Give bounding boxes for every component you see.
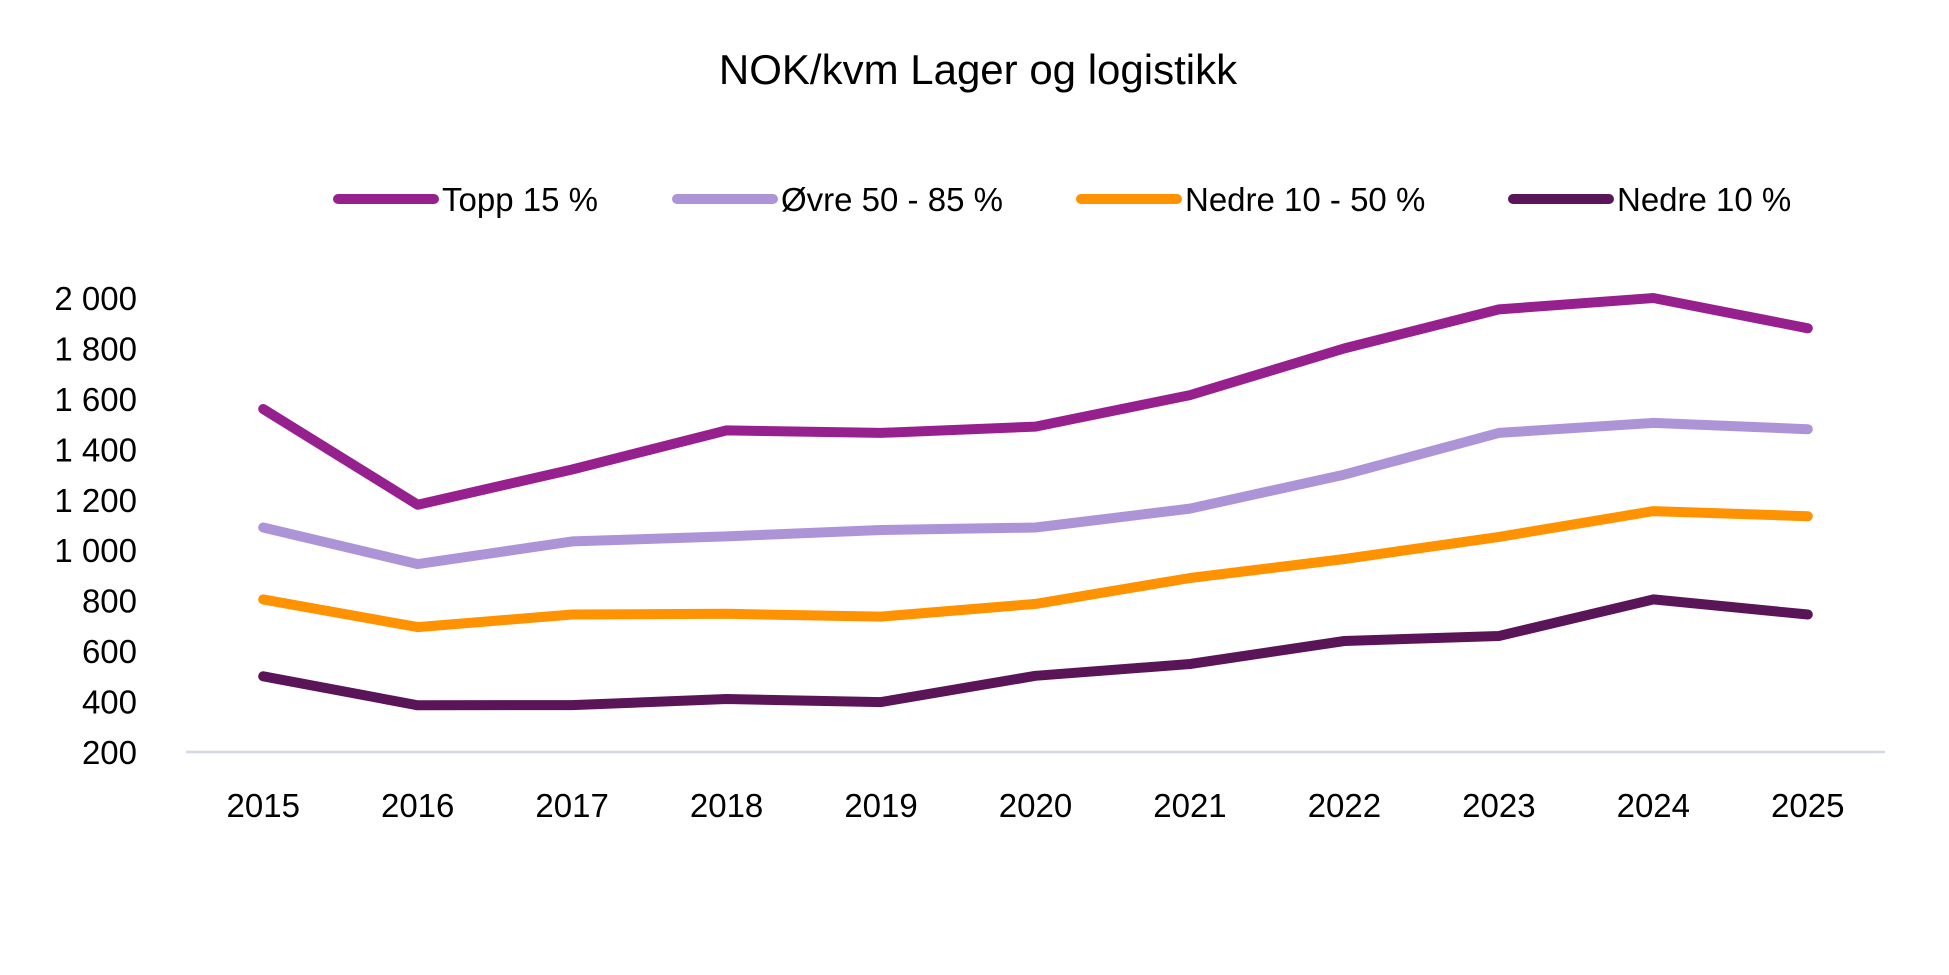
series-line-1 xyxy=(258,293,1813,510)
x-tick-label: 2025 xyxy=(1771,787,1844,824)
legend-label: Nedre 10 - 50 % xyxy=(1185,181,1425,218)
series-line-4 xyxy=(258,594,1813,711)
x-tick-label: 2019 xyxy=(844,787,917,824)
y-axis: 200 400 600 800 1 000 1 200 1 400 1 600 1 800 2 0… xyxy=(54,280,137,771)
legend-item: Øvre 50 - 85 % xyxy=(672,181,1003,218)
x-tick-label: 2023 xyxy=(1462,787,1535,824)
legend-label: Øvre 50 - 85 % xyxy=(781,181,1003,218)
legend-label: Topp 15 % xyxy=(442,181,598,218)
legend-item: Topp 15 % xyxy=(333,181,598,218)
x-tick-label: 2016 xyxy=(381,787,454,824)
legend-item: Nedre 10 % xyxy=(1508,181,1791,218)
x-axis: 2015 2016 2017 2018 2019 2020 2021 2022 2023 2024… xyxy=(186,750,1885,824)
y-tick-label: 200 xyxy=(82,734,137,771)
y-tick-label: 1 400 xyxy=(54,431,137,468)
chart-title: NOK/kvm Lager og logistikk xyxy=(719,46,1238,93)
x-tick-label: 2015 xyxy=(227,787,300,824)
legend-item: Nedre 10 - 50 % xyxy=(1076,181,1425,218)
x-tick-label: 2022 xyxy=(1308,787,1381,824)
y-tick-label: 1 800 xyxy=(54,330,137,367)
legend: Topp 15 % Øvre 50 - 85 % Nedre 10 - 50 % Ne… xyxy=(333,181,1791,218)
x-tick-label: 2021 xyxy=(1153,787,1226,824)
x-tick-label: 2024 xyxy=(1617,787,1690,824)
legend-label: Nedre 10 % xyxy=(1617,181,1791,218)
series-lines xyxy=(258,293,1813,711)
series-line-2 xyxy=(258,417,1813,570)
y-tick-label: 800 xyxy=(82,583,137,620)
y-tick-label: 2 000 xyxy=(54,280,137,317)
x-tick-label: 2017 xyxy=(535,787,608,824)
y-tick-label: 1 600 xyxy=(54,381,137,418)
x-tick-label: 2020 xyxy=(999,787,1072,824)
x-tick-label: 2018 xyxy=(690,787,763,824)
y-tick-label: 600 xyxy=(82,633,137,670)
y-tick-label: 1 000 xyxy=(54,532,137,569)
y-tick-label: 1 200 xyxy=(54,482,137,519)
y-tick-label: 400 xyxy=(82,684,137,721)
